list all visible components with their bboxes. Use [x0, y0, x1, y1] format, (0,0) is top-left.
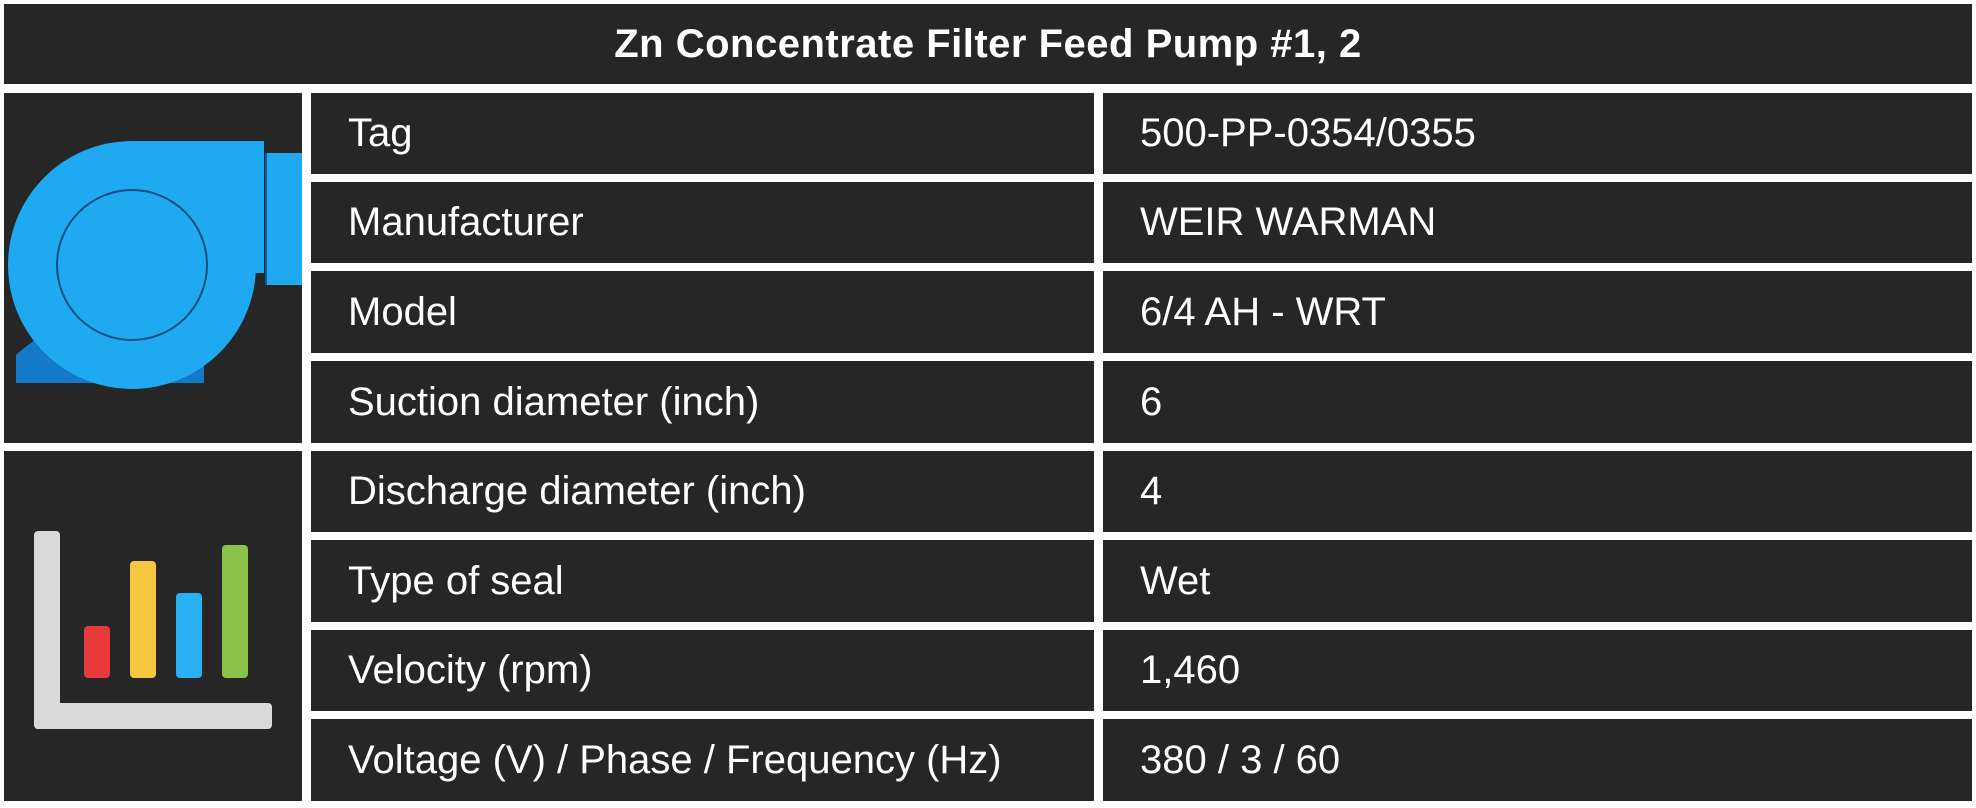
row-label-tag: Tag: [311, 93, 1094, 174]
row-value-voltage-phase-frequency: 380 / 3 / 60: [1103, 719, 1972, 801]
pump-icon-cell: [4, 93, 302, 443]
row-label-discharge-diameter: Discharge diameter (inch): [311, 451, 1094, 532]
centrifugal-pump-icon: [8, 141, 302, 389]
row-label-seal-type: Type of seal: [311, 540, 1094, 622]
row-value-tag: 500-PP-0354/0355: [1103, 93, 1972, 174]
row-value-seal-type: Wet: [1103, 540, 1972, 622]
row-value-velocity: 1,460: [1103, 630, 1972, 711]
row-label-velocity: Velocity (rpm): [311, 630, 1094, 711]
row-value-suction-diameter: 6: [1103, 361, 1972, 443]
table-title: Zn Concentrate Filter Feed Pump #1, 2: [4, 4, 1972, 84]
chart-icon-cell: [4, 451, 302, 801]
row-value-manufacturer: WEIR WARMAN: [1103, 182, 1972, 263]
row-value-discharge-diameter: 4: [1103, 451, 1972, 532]
row-label-model: Model: [311, 271, 1094, 353]
row-value-model: 6/4 AH - WRT: [1103, 271, 1972, 353]
row-label-suction-diameter: Suction diameter (inch): [311, 361, 1094, 443]
bar-chart-icon: [34, 531, 272, 729]
row-label-voltage-phase-frequency: Voltage (V) / Phase / Frequency (Hz): [311, 719, 1094, 801]
row-label-manufacturer: Manufacturer: [311, 182, 1094, 263]
